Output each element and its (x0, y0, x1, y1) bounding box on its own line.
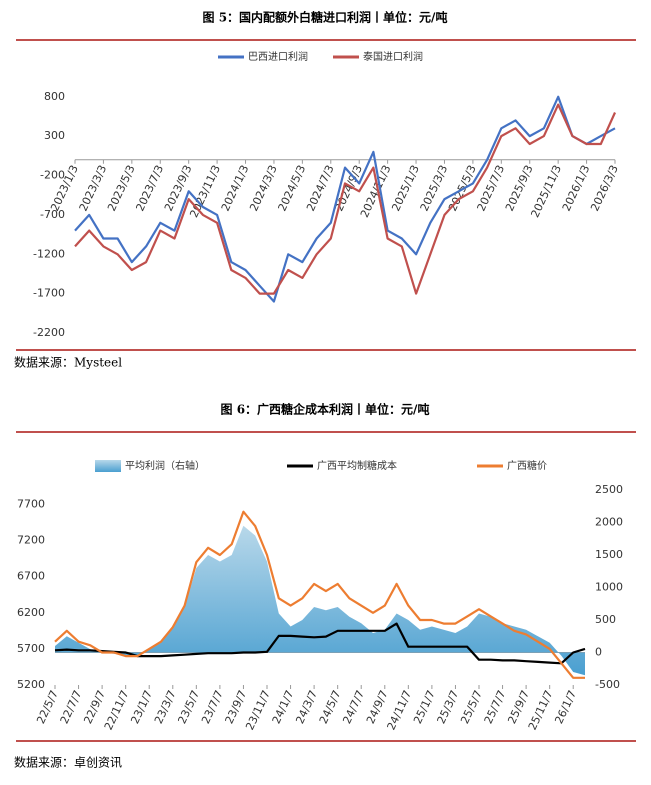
x-tick-label: 2024/7/3 (304, 163, 337, 213)
area (55, 525, 585, 676)
legend-label: 巴西进口利润 (248, 50, 308, 63)
y-tick-label: 5700 (17, 642, 45, 655)
source-note: 数据来源：Mysteel (14, 355, 122, 370)
line (74, 95, 616, 303)
y-tick-label: 7200 (17, 534, 45, 547)
y-tick-label: 6700 (17, 570, 45, 583)
y-tick-label: -1200 (33, 247, 65, 260)
legend-label: 广西平均制糖成本 (317, 459, 397, 472)
x-tick-label: 2025/1/3 (389, 163, 422, 213)
y2-tick-label: 500 (595, 613, 616, 626)
y2-tick-label: 0 (595, 646, 602, 659)
y2-tick-label: 2000 (595, 516, 623, 529)
x-tick-label: 2023/5/3 (105, 163, 138, 213)
x-tick-label: 2026/3/3 (588, 163, 621, 213)
x-tick-label: 2023/9/3 (162, 163, 195, 213)
y-tick-label: -1700 (33, 287, 65, 300)
y-tick-label: 6200 (17, 606, 45, 619)
chart-title: 图 6：广西糖企成本利润丨单位：元/吨 (221, 402, 430, 417)
y-tick-label: -700 (40, 208, 65, 221)
legend-swatch (95, 460, 121, 472)
line (54, 510, 585, 679)
line (74, 103, 617, 295)
legend-label: 广西糖价 (507, 459, 547, 472)
y-tick-label: 800 (44, 90, 65, 103)
y2-tick-label: 2500 (595, 483, 623, 496)
chart-title: 图 5：国内配额外白糖进口利润丨单位：元/吨 (203, 10, 448, 25)
y-tick-label: 5200 (17, 678, 45, 691)
y-tick-label: 300 (44, 129, 65, 142)
y2-tick-label: 1500 (595, 548, 623, 561)
x-tick-label: 2024/5/3 (276, 163, 309, 213)
y-tick-label: -200 (40, 169, 65, 182)
legend-label: 泰国进口利润 (363, 50, 423, 63)
y2-tick-label: -500 (595, 678, 620, 691)
x-tick-label: 2026/1/3 (560, 163, 593, 213)
x-tick-label: 2024/3/3 (247, 163, 280, 213)
legend-label: 平均利润（右轴） (125, 459, 205, 472)
y-tick-label: 7700 (17, 497, 45, 510)
x-tick-label: 2023/7/3 (133, 163, 166, 213)
source-note: 数据来源：卓创资讯 (14, 755, 122, 770)
y-tick-label: -2200 (33, 326, 65, 339)
line (54, 622, 586, 665)
x-tick-label: 2025/9/3 (503, 163, 536, 213)
y2-tick-label: 1000 (595, 581, 623, 594)
x-tick-label: 2024/1/3 (219, 163, 252, 213)
x-tick-label: 2025/3/3 (418, 163, 451, 213)
x-tick-label: 2023/3/3 (77, 163, 110, 213)
x-tick-label: 26/1/7 (552, 688, 579, 726)
